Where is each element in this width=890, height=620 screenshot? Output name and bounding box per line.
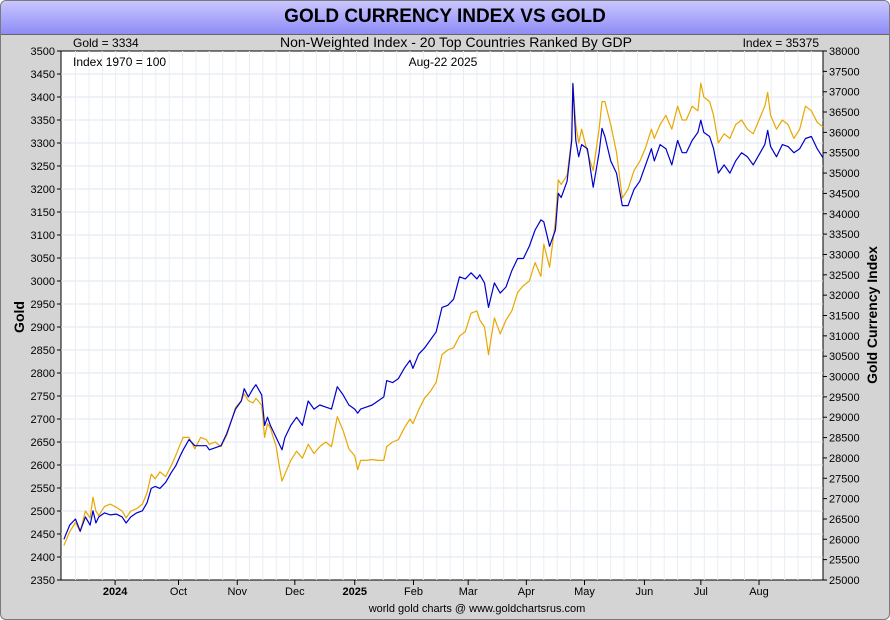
right-tick-label: 36500	[829, 107, 860, 119]
right-tick-label: 30000	[829, 372, 860, 384]
right-tick-label: 27500	[829, 473, 860, 485]
x-tick-label: Jun	[636, 586, 654, 598]
left-tick-label: 3250	[31, 161, 55, 173]
right-tick-label: 34500	[829, 188, 860, 200]
left-tick-label: 3350	[31, 115, 55, 127]
left-tick-label: 2800	[31, 368, 55, 380]
left-tick-label: 2500	[31, 506, 55, 518]
right-tick-label: 34000	[829, 209, 860, 221]
left-tick-label: 2400	[31, 552, 55, 564]
right-tick-label: 33000	[829, 249, 860, 261]
left-tick-label: 2900	[31, 322, 55, 334]
left-tick-label: 2750	[31, 391, 55, 403]
axes: 2350 2400 2450 2500 2550 2600 2650 2700 2750 2800…	[31, 46, 860, 598]
right-tick-label: 30500	[829, 351, 860, 363]
base-note: Index 1970 = 100	[73, 55, 166, 69]
right-tick-label: 25000	[829, 575, 860, 587]
gold-readout: Gold = 3334	[73, 36, 139, 50]
left-tick-label: 3450	[31, 69, 55, 81]
right-tick-label: 35500	[829, 148, 860, 160]
left-tick-label: 2950	[31, 299, 55, 311]
footer-credit: world gold charts @ www.goldchartsrus.co…	[368, 603, 586, 615]
right-tick-label: 29500	[829, 392, 860, 404]
right-tick-label: 33500	[829, 229, 860, 241]
left-tick-label: 3150	[31, 207, 55, 219]
left-axis-label: Gold	[11, 301, 27, 333]
right-tick-label: 25500	[829, 555, 860, 567]
plot-area	[60, 50, 824, 581]
right-tick-label: 28500	[829, 433, 860, 445]
left-tick-label: 3300	[31, 138, 55, 150]
right-tick-label: 26500	[829, 514, 860, 526]
right-tick-label: 35000	[829, 168, 860, 180]
right-tick-label: 32000	[829, 290, 860, 302]
left-tick-label: 2450	[31, 529, 55, 541]
series-group	[63, 82, 824, 546]
index-readout: Index = 35375	[743, 36, 820, 50]
x-tick-label: Nov	[227, 586, 247, 598]
right-tick-label: 32500	[829, 270, 860, 282]
left-tick-label: 2700	[31, 414, 55, 426]
left-tick-label: 2350	[31, 575, 55, 587]
x-tick-label: Feb	[404, 586, 423, 598]
right-axis-label: Gold Currency Index	[864, 246, 880, 384]
left-tick-label: 3000	[31, 276, 55, 288]
left-tick-label: 2850	[31, 345, 55, 357]
date-label: Aug-22 2025	[409, 55, 478, 69]
x-tick-label: May	[574, 586, 595, 598]
right-tick-label: 36000	[829, 127, 860, 139]
left-tick-label: 3200	[31, 184, 55, 196]
chart-title: GOLD CURRENCY INDEX VS GOLD	[284, 6, 606, 27]
x-tick-label: Dec	[285, 586, 305, 598]
right-tick-label: 38000	[829, 46, 860, 58]
left-tick-label: 2550	[31, 483, 55, 495]
left-tick-label: 3100	[31, 230, 55, 242]
right-tick-label: 31500	[829, 311, 860, 323]
right-tick-label: 29000	[829, 412, 860, 424]
right-tick-label: 31000	[829, 331, 860, 343]
x-tick-label: Apr	[518, 586, 535, 598]
right-tick-label: 37000	[829, 87, 860, 99]
left-tick-label: 3050	[31, 253, 55, 265]
x-tick-label: Aug	[749, 586, 769, 598]
left-tick-label: 2650	[31, 437, 55, 449]
x-tick-label: Oct	[170, 586, 187, 598]
chart-canvas: 2350 2400 2450 2500 2550 2600 2650 2700 2750 2800…	[11, 35, 880, 615]
right-tick-label: 26000	[829, 534, 860, 546]
right-tick-label: 37500	[829, 66, 860, 78]
chart-subtitle: Non-Weighted Index - 20 Top Countries Ra…	[280, 35, 632, 50]
left-tick-label: 3400	[31, 92, 55, 104]
gold-price-line	[63, 82, 824, 546]
x-tick-label: Jul	[694, 586, 708, 598]
left-tick-label: 2600	[31, 460, 55, 472]
left-tick-label: 3500	[31, 46, 55, 58]
right-tick-label: 27000	[829, 494, 860, 506]
gold-currency-index-line	[63, 83, 824, 540]
title-bar: GOLD CURRENCY INDEX VS GOLD	[1, 1, 889, 35]
right-tick-label: 28000	[829, 453, 860, 465]
x-tick-label: 2025	[343, 586, 367, 598]
x-tick-label: 2024	[103, 586, 128, 598]
x-tick-label: Mar	[459, 586, 478, 598]
